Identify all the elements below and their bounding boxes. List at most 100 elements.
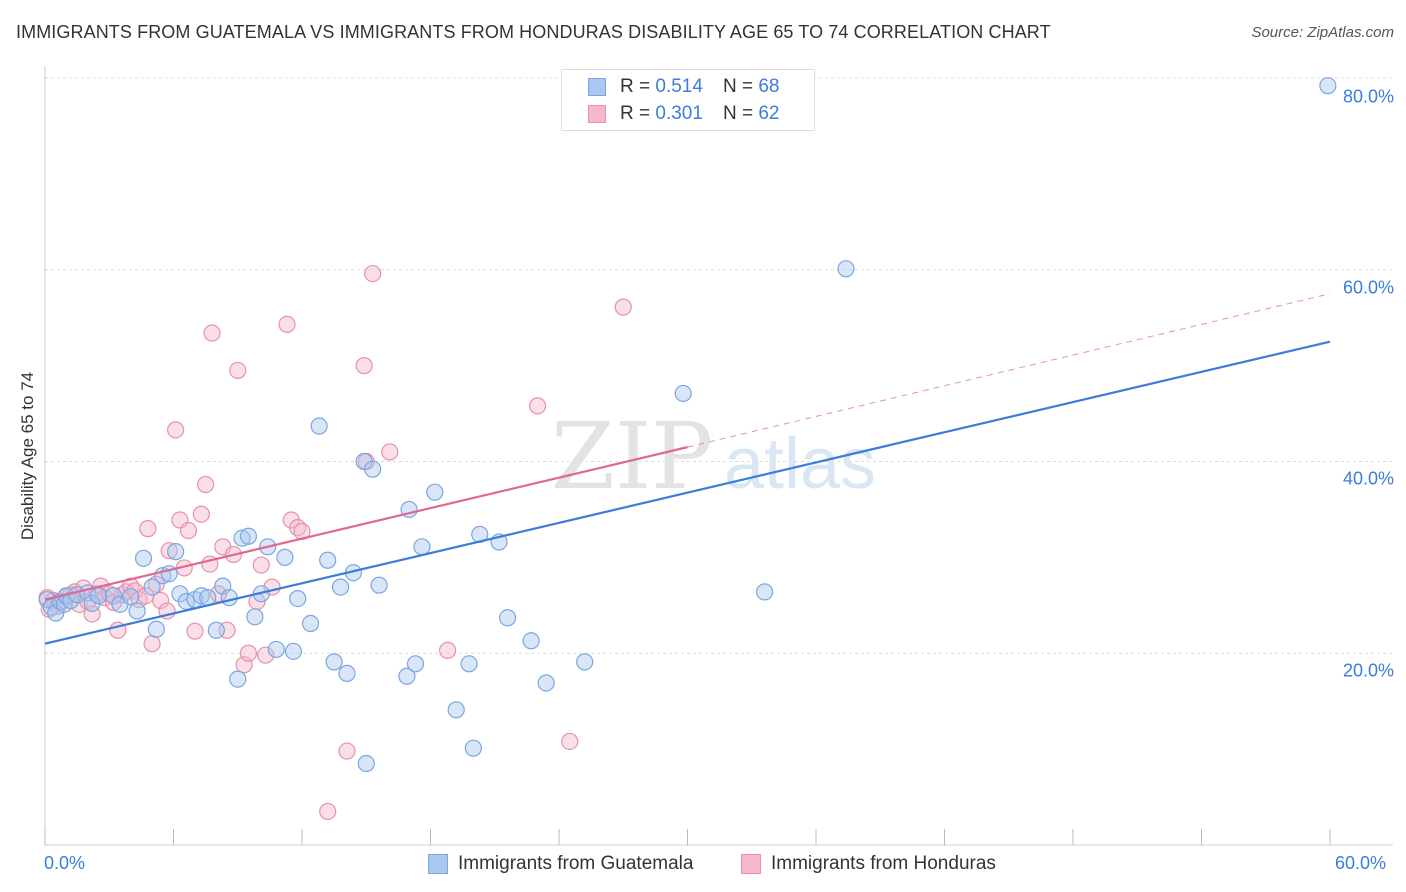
honduras-point xyxy=(364,264,382,283)
honduras-point xyxy=(614,298,632,316)
honduras-point xyxy=(160,542,178,560)
guatemala-point xyxy=(319,551,337,569)
honduras-trend-line xyxy=(44,446,688,601)
honduras-point xyxy=(192,505,210,523)
y-tick-label-60: 60.0% xyxy=(1342,277,1394,298)
honduras-point xyxy=(528,397,547,415)
honduras-point xyxy=(561,732,579,751)
x-tick-label-min: 0.0% xyxy=(44,853,86,873)
bottom-legend-label-honduras: Immigrants from Honduras xyxy=(771,853,996,874)
guatemala-point xyxy=(143,578,161,596)
honduras-point xyxy=(186,622,204,640)
guatemala-point xyxy=(1319,77,1337,95)
legend-r-value: 0.514 xyxy=(655,76,703,97)
honduras-point xyxy=(239,644,258,662)
y-tick-label-80: 80.0% xyxy=(1342,86,1394,107)
guatemala-point xyxy=(289,590,307,608)
guatemala-point xyxy=(460,655,478,673)
guatemala-point xyxy=(233,529,251,547)
chart-title: IMMIGRANTS FROM GUATEMALA VS IMMIGRANTS … xyxy=(16,22,1051,42)
source-label: Source: ZipAtlas.com xyxy=(1251,24,1394,41)
guatemala-point xyxy=(576,653,594,671)
gridlines xyxy=(45,77,1393,654)
honduras-point xyxy=(338,742,356,760)
bottom-legend-swatch-guatemala xyxy=(428,854,448,874)
guatemala-point xyxy=(464,739,482,757)
guatemala-point xyxy=(364,460,382,478)
legend-r-label: R = xyxy=(620,103,651,124)
guatemala-point xyxy=(167,543,185,561)
legend-swatch-guatemala xyxy=(588,78,606,96)
guatemala-point xyxy=(276,548,294,566)
legend-swatch-honduras xyxy=(588,105,606,123)
x-tick-label-max: 60.0% xyxy=(1335,853,1387,873)
axes xyxy=(44,66,1393,846)
guatemala-point xyxy=(406,655,425,673)
honduras-point xyxy=(355,357,373,375)
honduras-point xyxy=(179,521,198,540)
honduras-point xyxy=(252,556,270,574)
honduras-point xyxy=(319,802,337,821)
guatemala-point xyxy=(413,538,431,556)
guatemala-point xyxy=(284,642,303,660)
watermark: ZIP atlas xyxy=(551,403,876,510)
guatemala-point xyxy=(122,588,140,606)
watermark-zip: ZIP xyxy=(551,403,713,510)
honduras-point xyxy=(152,591,170,610)
guatemala-point xyxy=(674,384,692,403)
guatemala-point xyxy=(398,667,416,685)
legend-n-label: N = xyxy=(722,103,754,124)
bottom-legend-swatch-honduras xyxy=(741,854,761,874)
honduras-point xyxy=(229,361,247,380)
y-tick-label-40: 40.0% xyxy=(1342,468,1394,489)
guatemala-point xyxy=(357,754,375,773)
trend-lines xyxy=(44,293,1331,645)
honduras-point xyxy=(278,315,296,333)
guatemala-point xyxy=(128,602,146,620)
guatemala-point xyxy=(207,621,225,639)
guatemala-point xyxy=(537,674,555,692)
guatemala-point xyxy=(522,632,540,650)
series-guatemala-points xyxy=(38,77,1337,773)
guatemala-point xyxy=(370,576,388,594)
guatemala-point xyxy=(499,609,517,627)
guatemala-point xyxy=(192,587,210,605)
honduras-point xyxy=(139,520,157,538)
watermark-atlas: atlas xyxy=(724,424,876,504)
guatemala-trend-line xyxy=(44,340,1331,645)
honduras-point xyxy=(203,324,221,342)
legend-n-value: 62 xyxy=(758,103,780,124)
guatemala-point xyxy=(837,260,855,278)
legend-r-label: R = xyxy=(620,76,651,97)
series-honduras-points xyxy=(38,264,632,821)
y-tick-label-20: 20.0% xyxy=(1342,660,1394,681)
legend-r-value: 0.301 xyxy=(655,103,703,124)
honduras-point xyxy=(256,646,275,664)
legend-row-honduras: R = 0.301 N = 62 xyxy=(588,103,779,125)
legend-row-guatemala: R = 0.514 N = 68 xyxy=(588,76,779,98)
guatemala-point xyxy=(301,614,320,633)
guatemala-point xyxy=(325,653,343,671)
guatemala-point xyxy=(220,589,238,607)
guatemala-point xyxy=(755,583,774,601)
honduras-point xyxy=(197,475,215,494)
guatemala-point xyxy=(338,664,356,682)
honduras-point xyxy=(439,641,457,659)
guatemala-point xyxy=(267,640,285,659)
honduras-point xyxy=(381,443,399,461)
guatemala-point xyxy=(426,483,444,501)
guatemala-point xyxy=(89,587,108,605)
legend-n-value: 68 xyxy=(758,76,780,97)
guatemala-point xyxy=(147,620,165,638)
guatemala-point xyxy=(104,587,123,605)
legend-n-label: N = xyxy=(722,76,754,97)
honduras-trend-extension xyxy=(687,293,1331,448)
bottom-legend-label-guatemala: Immigrants from Guatemala xyxy=(458,853,694,874)
guatemala-point xyxy=(134,549,153,567)
correlation-legend: R = 0.514 N = 68 R = 0.301 N = 62 xyxy=(561,69,815,131)
guatemala-point xyxy=(229,670,247,688)
honduras-point xyxy=(143,635,161,653)
guatemala-point xyxy=(310,417,328,435)
bottom-legend-honduras: Immigrants from Honduras xyxy=(741,852,996,876)
